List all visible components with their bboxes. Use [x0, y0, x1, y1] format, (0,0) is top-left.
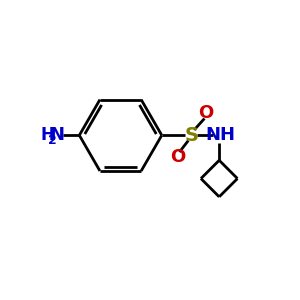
Text: N: N — [50, 126, 65, 144]
Text: O: O — [198, 104, 214, 122]
Text: S: S — [184, 126, 198, 145]
Text: 2: 2 — [48, 134, 56, 147]
Text: O: O — [170, 148, 186, 166]
Text: H: H — [40, 126, 54, 144]
Text: NH: NH — [206, 126, 236, 144]
